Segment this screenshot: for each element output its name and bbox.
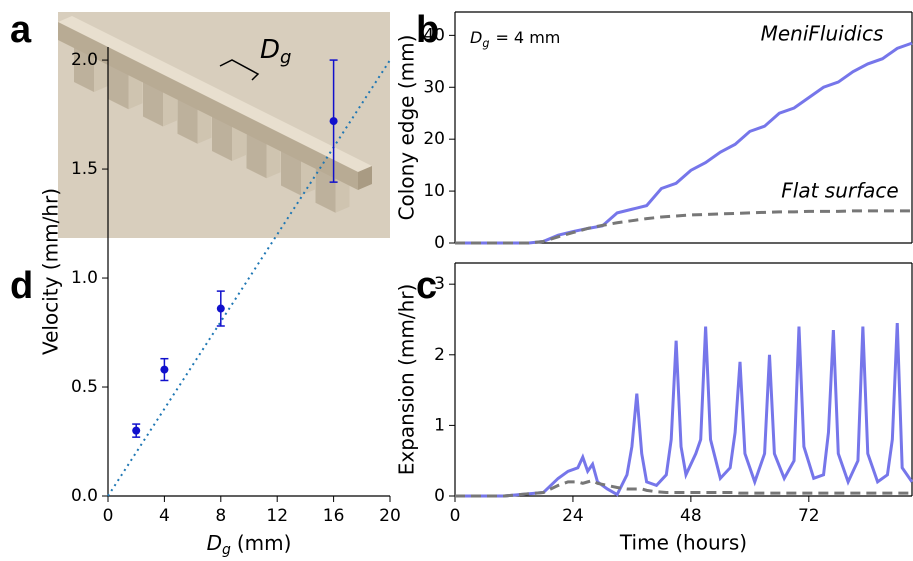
panel-chart: 0 1 2 3 0 24 48 72 Expansion (mm/hr) Time (hours) [395, 263, 913, 555]
x-tick-label: 8 [215, 506, 226, 526]
x-tick-label: 4 [159, 506, 170, 526]
y-tick-label: 3 [434, 274, 445, 294]
label-rest: = 4 mm [495, 28, 560, 47]
y-axis-label: Velocity (mm/hr) [39, 188, 63, 355]
x-tick-label: 0 [103, 506, 114, 526]
y-tick-label: 1.5 [71, 159, 98, 179]
y-tick-label: 2 [434, 345, 445, 365]
label-rest: (mm) [237, 531, 292, 555]
data-line [455, 43, 912, 243]
gap-label-main: D [260, 35, 280, 65]
data-line [455, 211, 912, 243]
y-tick-label: 40 [423, 25, 445, 45]
x-tick-label: 48 [680, 506, 702, 526]
x-tick-label: 20 [379, 506, 401, 526]
y-tick-label: 0.0 [71, 486, 98, 506]
figure: Dg a b c d 010203040Colony edge (mm)Dg= … [0, 0, 913, 561]
series-label: Flat surface [781, 179, 898, 203]
panel-label: a [10, 9, 32, 51]
y-axis-label: Colony edge (mm) [395, 35, 419, 221]
x-tick-label: 16 [323, 506, 345, 526]
y-tick-label: 0.5 [71, 377, 98, 397]
y-tick-label: 0 [434, 233, 445, 253]
data-line [455, 323, 912, 496]
x-axis-label: Dg (mm) [207, 531, 292, 559]
y-axis-label: Expansion (mm/hr) [395, 284, 419, 476]
data-point [330, 117, 338, 125]
label-sub: g [222, 542, 231, 558]
gap-label-sub: g [280, 47, 291, 68]
series-label: MeniFluidics [761, 22, 884, 46]
x-tick-label: 0 [450, 506, 461, 526]
data-point [217, 305, 225, 313]
y-tick-label: 20 [423, 129, 445, 149]
x-tick-label: 72 [798, 506, 820, 526]
label-sub: g [482, 37, 489, 50]
y-tick-label: 1.0 [71, 268, 98, 288]
data-line [455, 480, 912, 496]
x-axis-label: Time (hours) [619, 531, 747, 555]
y-tick-label: 30 [423, 77, 445, 97]
label-main: D [207, 531, 222, 555]
y-tick-label: 10 [423, 181, 445, 201]
data-point [160, 366, 168, 374]
y-tick-label: 0 [434, 486, 445, 506]
annotation: Dg = 4 mm [470, 28, 560, 51]
x-tick-label: 24 [562, 506, 584, 526]
data-point [132, 427, 140, 435]
panel-label: d [10, 265, 33, 307]
y-tick-label: 2.0 [71, 50, 98, 70]
x-tick-label: 12 [266, 506, 288, 526]
y-tick-label: 1 [434, 415, 445, 435]
label-main: D [470, 28, 482, 47]
